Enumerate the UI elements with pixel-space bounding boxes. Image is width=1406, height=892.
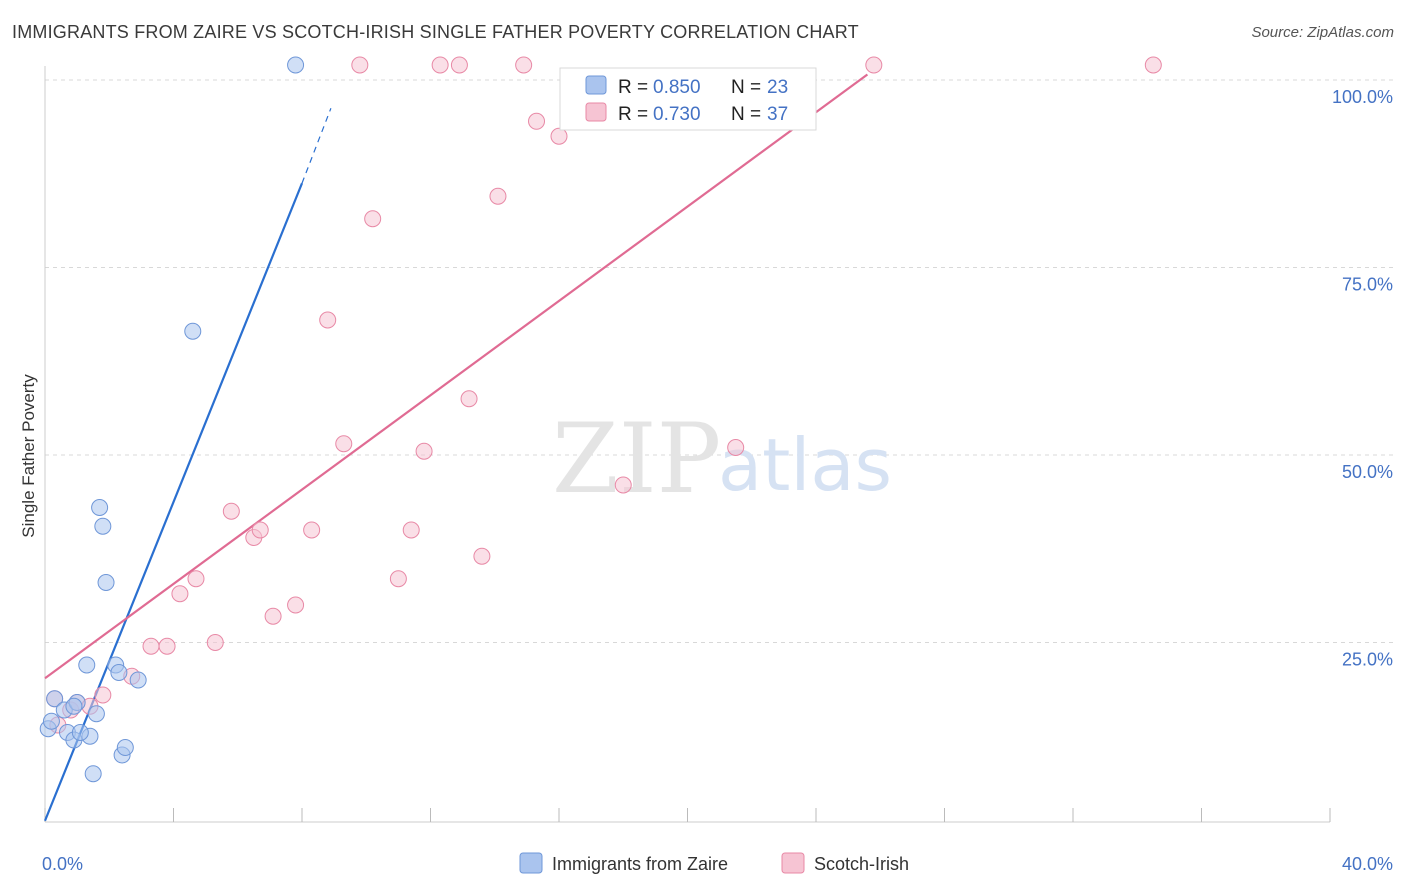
watermark-atlas: atlas	[718, 423, 892, 507]
y-tick-label-2: 75.0%	[1342, 275, 1393, 295]
scotch-irish-point-19	[351, 56, 369, 74]
legend-n-label-1: N =	[731, 77, 761, 98]
zaire-point-19	[184, 322, 202, 340]
zaire-point-21	[65, 697, 83, 715]
zaire-point-20	[287, 56, 305, 74]
scotch-irish-point-6	[142, 637, 160, 655]
y-tick-label-0: 25.0%	[1342, 650, 1393, 670]
legend-n-label-2: N =	[731, 104, 761, 125]
series-legend-label-scotch-irish: Scotch-Irish	[814, 854, 909, 874]
x-tick-label-1: 40.0%	[1342, 854, 1393, 874]
scotch-irish-point-17	[319, 311, 337, 329]
scotch-irish-point-23	[415, 442, 433, 460]
series-legend-label-zaire: Immigrants from Zaire	[552, 854, 728, 874]
trend-lines	[43, 73, 869, 822]
legend-r-label-1: R =	[618, 77, 648, 98]
x-tick-label-0: 0.0%	[42, 854, 83, 874]
legend-swatch-blue	[585, 75, 607, 95]
scotch-irish-point-16	[303, 521, 321, 539]
trend-line-scotch-irish	[44, 73, 869, 680]
scotch-irish-point-31	[550, 127, 568, 145]
y-tick-label-3: 100.0%	[1332, 87, 1393, 107]
scotch-irish-point-30	[528, 112, 546, 130]
trend-line-zaire-extension	[301, 108, 332, 184]
source-credit: Source: ZipAtlas.com	[1251, 24, 1394, 41]
scotch-irish-point-4	[94, 686, 112, 704]
zaire-point-11	[91, 499, 109, 516]
legend-r-label-2: R =	[618, 104, 648, 125]
zaire-point-10	[87, 705, 105, 723]
scotch-irish-point-21	[389, 570, 407, 588]
scotch-irish-point-29	[515, 56, 533, 74]
scotch-irish-point-8	[171, 585, 189, 603]
zaire-point-12	[94, 517, 112, 535]
scotch-irish-point-24	[431, 56, 449, 74]
y-axis-label: Single Father Poverty	[19, 374, 38, 538]
zaire-point-13	[97, 574, 115, 591]
x-tick-labels: 0.0% 40.0%	[42, 854, 1393, 874]
zaire-point-7	[78, 656, 96, 674]
scotch-irish-point-9	[187, 570, 205, 588]
legend-r-value-1: 0.850	[653, 77, 701, 98]
scotch-irish-point-35	[1144, 56, 1162, 74]
scotch-irish-point-22	[402, 521, 420, 539]
zaire-point-17	[116, 739, 134, 756]
chart-title: IMMIGRANTS FROM ZAIRE VS SCOTCH-IRISH SI…	[12, 22, 859, 42]
scotch-irish-point-32	[614, 476, 632, 494]
series-legend-swatch-scotch-irish	[781, 852, 805, 874]
scotch-irish-point-18	[335, 435, 353, 453]
zaire-point-9	[84, 765, 102, 783]
trend-line-zaire	[43, 182, 304, 822]
series-zaire-points	[39, 56, 305, 783]
zaire-point-2	[46, 690, 64, 708]
legend-n-value-1: 23	[767, 77, 788, 98]
axes	[44, 66, 1331, 823]
series-scotch-irish-points	[46, 56, 1162, 734]
watermark: ZIP atlas	[552, 403, 892, 515]
scotch-irish-point-34	[865, 56, 883, 74]
scotch-irish-point-33	[727, 439, 745, 456]
zaire-point-22	[71, 724, 89, 741]
scotch-irish-point-25	[450, 56, 468, 74]
scotch-irish-point-13	[251, 521, 269, 539]
gridlines	[45, 79, 1394, 643]
zaire-point-15	[110, 664, 128, 681]
scotch-irish-point-26	[460, 390, 478, 408]
y-tick-labels: 25.0% 50.0% 75.0% 100.0%	[1332, 87, 1393, 670]
legend-n-value-2: 37	[767, 104, 788, 125]
scotch-irish-point-11	[222, 502, 240, 520]
scotch-irish-point-27	[473, 547, 491, 565]
scotch-irish-point-20	[364, 210, 382, 228]
legend-swatch-pink	[585, 102, 607, 122]
scotch-irish-point-28	[489, 187, 507, 205]
zaire-point-1	[42, 712, 60, 730]
scotch-irish-point-14	[264, 607, 282, 625]
series-legend-swatch-zaire	[519, 852, 543, 874]
scotch-irish-point-15	[287, 596, 305, 614]
watermark-zip: ZIP	[552, 403, 721, 515]
series-legend: Immigrants from Zaire Scotch-Irish	[519, 852, 909, 874]
zaire-point-18	[129, 671, 147, 689]
scotch-irish-point-7	[158, 637, 176, 655]
y-tick-label-1: 50.0%	[1342, 462, 1393, 482]
stats-legend: R = 0.850 N = 23 R = 0.730 N = 37	[559, 67, 817, 131]
legend-r-value-2: 0.730	[653, 104, 701, 125]
scotch-irish-point-10	[206, 634, 224, 651]
